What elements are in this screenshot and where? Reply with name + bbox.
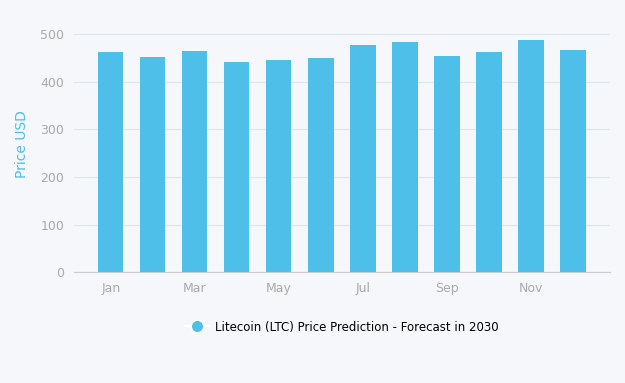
Bar [351, 44, 376, 272]
Bar [434, 56, 459, 272]
Bar [140, 57, 166, 272]
Bar [308, 58, 334, 272]
Bar [518, 40, 544, 272]
Bar [182, 51, 208, 272]
Y-axis label: Price USD: Price USD [15, 110, 29, 178]
Bar [98, 52, 123, 272]
Bar [561, 50, 586, 272]
Bar [392, 42, 418, 272]
Bar [476, 52, 502, 272]
Bar [266, 60, 291, 272]
Bar [224, 62, 249, 272]
Legend: Litecoin (LTC) Price Prediction - Forecast in 2030: Litecoin (LTC) Price Prediction - Foreca… [181, 316, 503, 338]
